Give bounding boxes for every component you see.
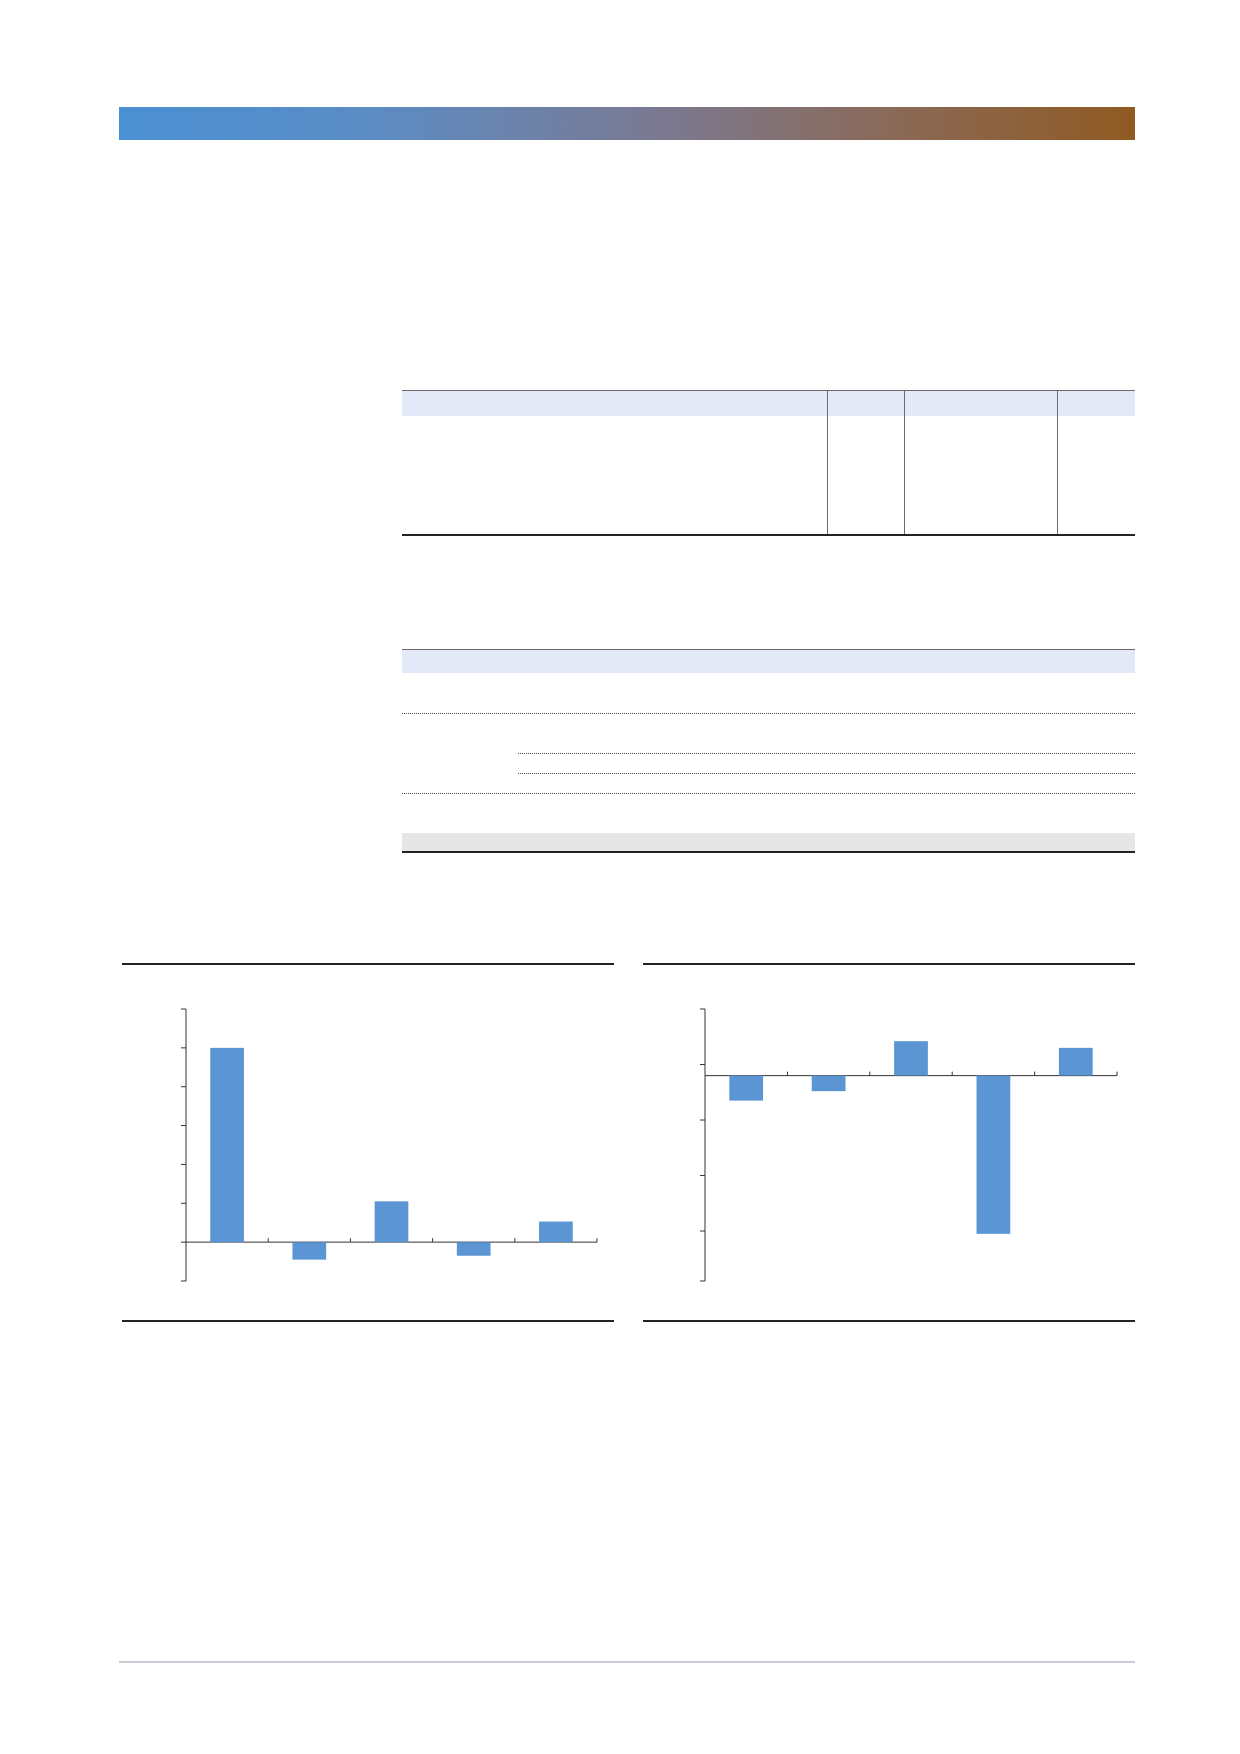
bar: [210, 1047, 244, 1243]
table-bottom-rule: [402, 851, 1135, 853]
column-divider: [827, 390, 828, 536]
total-row: [402, 833, 1135, 851]
row-divider: [518, 773, 1135, 774]
bar: [894, 1041, 928, 1076]
breakdown-table: [402, 649, 1135, 853]
chart-panel-bottom-rule: [643, 1320, 1135, 1322]
summary-table: [402, 390, 1135, 536]
row-divider: [402, 793, 1135, 794]
header-band: [119, 107, 1135, 140]
chart-panel-top-rule: [643, 963, 1135, 965]
column-divider: [1057, 390, 1058, 536]
row-divider: [518, 753, 1135, 754]
table-header-row: [402, 390, 1135, 416]
column-divider: [904, 390, 905, 536]
bar-chart: [181, 1008, 598, 1282]
bar: [1058, 1047, 1093, 1076]
table-bottom-rule: [402, 534, 1135, 536]
bar: [292, 1242, 327, 1260]
footer-rule: [119, 1661, 1135, 1663]
bar: [811, 1075, 846, 1092]
bar-chart: [700, 1008, 1118, 1282]
chart-panel-top-rule: [122, 963, 614, 965]
table-header-row: [402, 649, 1135, 673]
bar: [374, 1201, 409, 1243]
bar: [539, 1221, 573, 1243]
bar: [456, 1242, 491, 1256]
row-divider: [402, 713, 1135, 714]
chart-panel-bottom-rule: [122, 1320, 614, 1322]
bar: [976, 1075, 1011, 1234]
bar: [729, 1075, 764, 1101]
